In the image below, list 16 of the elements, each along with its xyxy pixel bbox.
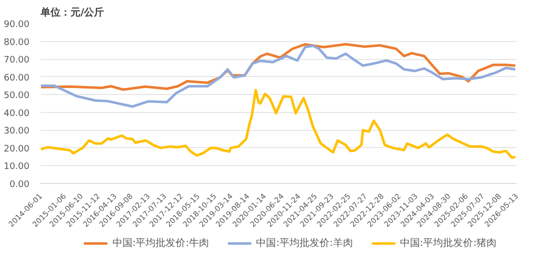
y-tick-label: 20.00 — [4, 144, 30, 154]
legend-label: 中国:平均批发价:猪肉 — [400, 236, 497, 250]
y-tick-label: 90.00 — [4, 20, 30, 30]
legend-label: 中国:平均批发价:牛肉 — [112, 236, 210, 250]
line-series — [40, 88, 516, 159]
text: 单位：元/公斤 — [40, 6, 104, 18]
y-tick-label: 10.00 — [4, 162, 30, 172]
y-tick-label: 0.00 — [9, 180, 30, 190]
y-tick-label: 70.00 — [4, 56, 30, 66]
line-series — [40, 44, 516, 108]
legend-label: 中国:平均批发价:羊肉 — [256, 236, 353, 250]
y-tick-label: 80.00 — [4, 38, 30, 48]
y-tick-label: 40.00 — [4, 108, 30, 119]
y-tick-label: 60.00 — [4, 73, 30, 84]
y-tick-label: 30.00 — [4, 126, 30, 137]
y-tick-label: 50.00 — [4, 91, 30, 102]
